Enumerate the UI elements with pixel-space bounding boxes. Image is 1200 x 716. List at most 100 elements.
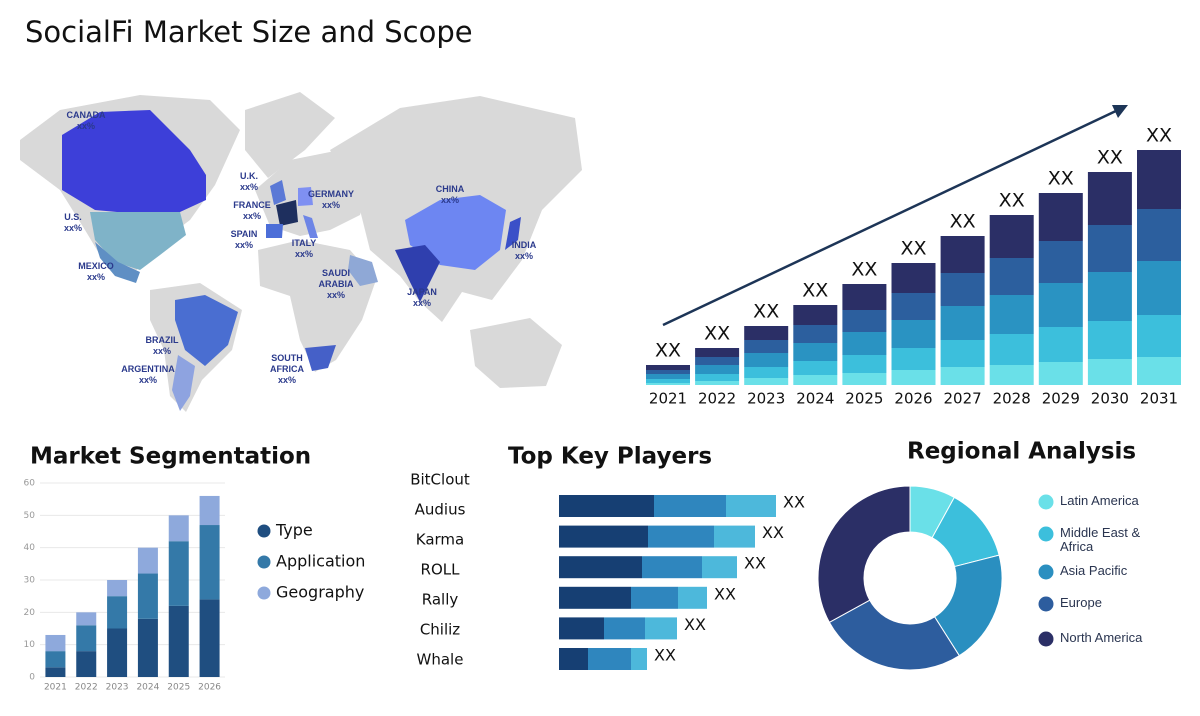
bar-segment <box>744 340 789 353</box>
country-name: JAPAN <box>407 287 437 297</box>
bar-segment <box>891 263 936 293</box>
x-tick-label: 2023 <box>747 390 785 408</box>
country <box>175 295 238 366</box>
x-tick-label: 2026 <box>894 390 932 408</box>
bar-label: XX <box>753 301 779 323</box>
y-tick-label: 0 <box>29 673 35 683</box>
bar-segment <box>793 343 838 361</box>
land <box>470 318 562 388</box>
bar-segment <box>793 305 838 325</box>
section-title: Regional Analysis <box>907 439 1136 465</box>
legend-label: Latin America <box>1060 494 1139 508</box>
y-tick-label: 60 <box>24 479 36 489</box>
x-tick-label: 2021 <box>44 683 67 693</box>
country <box>505 217 521 250</box>
bar-segment <box>107 596 128 629</box>
bar-label: XX <box>1048 168 1074 190</box>
bar-segment <box>842 373 887 385</box>
country <box>172 355 195 411</box>
bar-segment <box>1137 315 1181 357</box>
bar-segment <box>793 325 838 343</box>
world-map <box>20 92 582 412</box>
bar-segment <box>842 284 887 310</box>
bar-segment <box>940 273 985 306</box>
legend-item: Asia Pacific <box>1060 564 1128 578</box>
bar-segment <box>646 365 690 370</box>
bar-segment <box>891 348 936 370</box>
legend-swatch <box>1038 596 1054 612</box>
country-share: xx% <box>242 211 261 221</box>
bar-label: XX <box>654 646 676 665</box>
country-name: SPAIN <box>230 229 258 239</box>
bar-segment <box>891 370 936 385</box>
x-tick-label: 2022 <box>75 683 98 693</box>
y-tick-label: 20 <box>24 608 36 618</box>
bar-segment <box>588 648 631 670</box>
bar-segment <box>1038 193 1083 241</box>
bar-segment <box>695 357 740 365</box>
bar-segment <box>940 236 985 273</box>
country <box>62 110 206 215</box>
map-label-box: CHINA xx% <box>418 184 482 206</box>
bar-segment <box>842 355 887 373</box>
country <box>266 224 283 238</box>
legend-label: Asia Pacific <box>1060 564 1128 578</box>
bar-segment <box>45 651 66 668</box>
legend-label: Application <box>276 552 365 571</box>
bar-segment <box>1137 209 1181 261</box>
bar-segment <box>989 215 1034 258</box>
country-name: BRAZIL <box>145 335 179 345</box>
country-share: xx% <box>277 375 296 385</box>
donut-slice <box>817 485 911 624</box>
country-share: xx% <box>514 251 533 261</box>
bar-segment <box>107 628 128 677</box>
bar-segment <box>1038 362 1083 385</box>
x-tick-label: 2025 <box>167 683 190 693</box>
country <box>303 215 318 238</box>
bar-label: XX <box>783 493 805 512</box>
bar-segment <box>891 320 936 348</box>
legend-label: Europe <box>1060 596 1102 610</box>
x-tick-label: 2025 <box>845 390 883 408</box>
bar-segment <box>168 541 189 606</box>
bar-label: XX <box>1097 147 1123 169</box>
bar-segment <box>1038 283 1083 327</box>
legend-swatch <box>1038 564 1054 580</box>
legend-swatch <box>1038 526 1054 542</box>
map-label-box: ITALY xx% <box>272 238 336 260</box>
bar-label: XX <box>744 554 766 573</box>
map-label-box: INDIA xx% <box>492 240 556 262</box>
bar-segment <box>695 365 740 374</box>
y-tick-label: 10 <box>24 640 36 650</box>
bar-segment <box>45 667 66 677</box>
country <box>395 245 440 302</box>
x-tick-label: 2022 <box>698 390 736 408</box>
bar-segment <box>695 374 740 381</box>
country-name: SOUTH AFRICA <box>270 353 304 374</box>
x-tick-label: 2024 <box>796 390 834 408</box>
bar-segment <box>1087 359 1132 385</box>
bar-segment <box>559 495 654 517</box>
bar-segment <box>631 586 678 609</box>
bar-segment <box>989 258 1034 295</box>
country-name: INDIA <box>511 240 537 250</box>
x-tick-label: 2026 <box>198 683 221 693</box>
country-name: GERMANY <box>307 189 354 199</box>
map-label-box: ARGENTINA xx% <box>116 364 180 386</box>
growth-arrow <box>662 105 1128 327</box>
bar-label: XX <box>999 190 1025 212</box>
y-tick-label: 50 <box>24 511 36 521</box>
country-share: xx% <box>321 200 340 210</box>
bar-segment <box>1038 241 1083 283</box>
player-name: BitClout <box>410 471 470 489</box>
country-share: xx% <box>440 195 459 205</box>
country-share: xx% <box>138 375 157 385</box>
bar-segment <box>76 625 97 652</box>
player-name: Whale <box>417 651 464 669</box>
bar-segment <box>646 379 690 383</box>
country-share: xx% <box>86 272 105 282</box>
